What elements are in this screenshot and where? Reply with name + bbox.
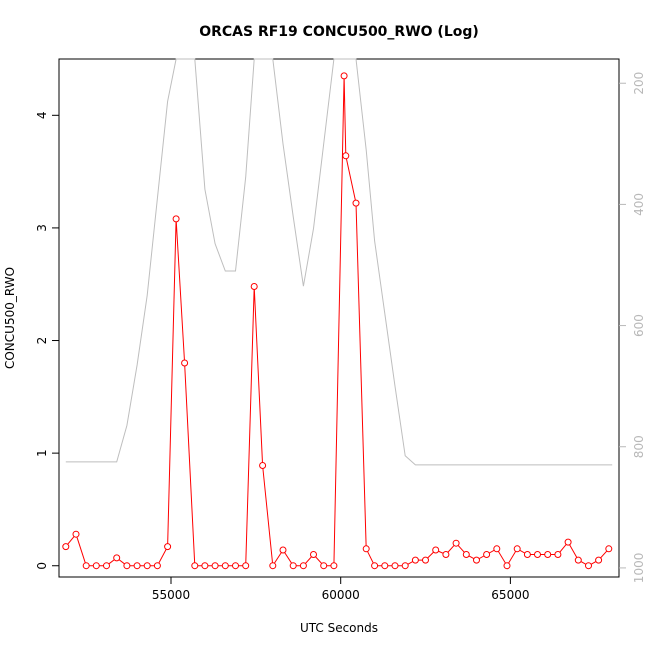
x-tick-label: 55000 <box>152 588 190 602</box>
data-point <box>82 562 90 570</box>
right-y-axis: 200 400 600 800 1000 <box>619 72 646 583</box>
data-point <box>574 556 582 564</box>
data-point <box>595 556 603 564</box>
data-point <box>493 545 501 553</box>
data-point <box>62 543 70 551</box>
data-point <box>391 562 399 570</box>
data-point <box>340 72 348 80</box>
data-point <box>133 562 141 570</box>
data-point <box>201 562 209 570</box>
data-point <box>381 562 389 570</box>
data-point <box>172 215 180 223</box>
data-point <box>362 545 370 553</box>
right-y-tick-label: 200 <box>632 72 646 95</box>
data-point <box>564 538 572 546</box>
data-point <box>422 556 429 564</box>
data-point <box>113 554 121 562</box>
data-point <box>164 543 172 551</box>
data-point <box>401 562 409 570</box>
y-tick-label: 3 <box>35 224 49 232</box>
data-point <box>123 562 131 570</box>
data-point <box>242 562 250 570</box>
data-point <box>181 359 189 367</box>
data-point <box>554 551 562 558</box>
right-axis-series <box>65 58 613 466</box>
data-point <box>299 562 307 570</box>
x-axis: 55000 60000 65000 <box>152 577 529 602</box>
y-tick-label: 1 <box>35 449 49 457</box>
data-point <box>320 562 328 570</box>
data-point <box>411 556 419 564</box>
data-point <box>452 539 460 547</box>
data-point <box>523 551 531 558</box>
y-axis-label: CONCU500_RWO <box>3 267 17 369</box>
data-point <box>72 530 80 538</box>
x-tick-label: 65000 <box>491 588 529 602</box>
data-point <box>342 152 350 160</box>
data-point <box>221 562 229 570</box>
y-tick-label: 2 <box>35 337 49 345</box>
data-point <box>269 562 277 570</box>
y-tick-label: 4 <box>35 111 49 119</box>
main-series <box>62 72 613 570</box>
data-point <box>92 562 100 570</box>
data-point <box>143 562 151 570</box>
data-point <box>432 546 440 554</box>
x-tick-label: 60000 <box>322 588 360 602</box>
right-y-tick-label: 400 <box>632 193 646 216</box>
right-axis-series-line <box>65 58 613 466</box>
data-point <box>503 562 511 570</box>
data-point <box>103 562 110 570</box>
series-line <box>65 75 610 568</box>
data-point <box>442 551 450 558</box>
y-axis: 0 1 2 3 4 <box>35 111 59 570</box>
data-point <box>310 551 317 558</box>
data-point <box>371 562 379 570</box>
right-y-tick-label: 600 <box>632 314 646 337</box>
data-point <box>232 562 239 570</box>
data-point <box>483 551 491 558</box>
data-point <box>513 545 521 553</box>
x-axis-label: UTC Seconds <box>300 621 378 635</box>
data-point <box>544 551 552 558</box>
data-point <box>211 562 219 570</box>
data-point <box>250 283 258 290</box>
data-point <box>289 562 297 570</box>
data-point <box>462 551 470 558</box>
data-point <box>191 562 199 570</box>
data-point <box>585 562 592 570</box>
data-point <box>534 551 541 558</box>
chart-title: ORCAS RF19 CONCU500_RWO (Log) <box>199 24 479 40</box>
data-point <box>153 562 161 570</box>
data-point <box>279 546 287 554</box>
data-point <box>330 562 338 570</box>
data-point <box>605 545 613 553</box>
data-point <box>352 199 360 207</box>
data-point <box>473 556 480 564</box>
right-y-tick-label: 800 <box>632 435 646 458</box>
y-tick-label: 0 <box>35 562 49 570</box>
data-point <box>259 462 267 469</box>
right-y-tick-label: 1000 <box>632 553 646 584</box>
